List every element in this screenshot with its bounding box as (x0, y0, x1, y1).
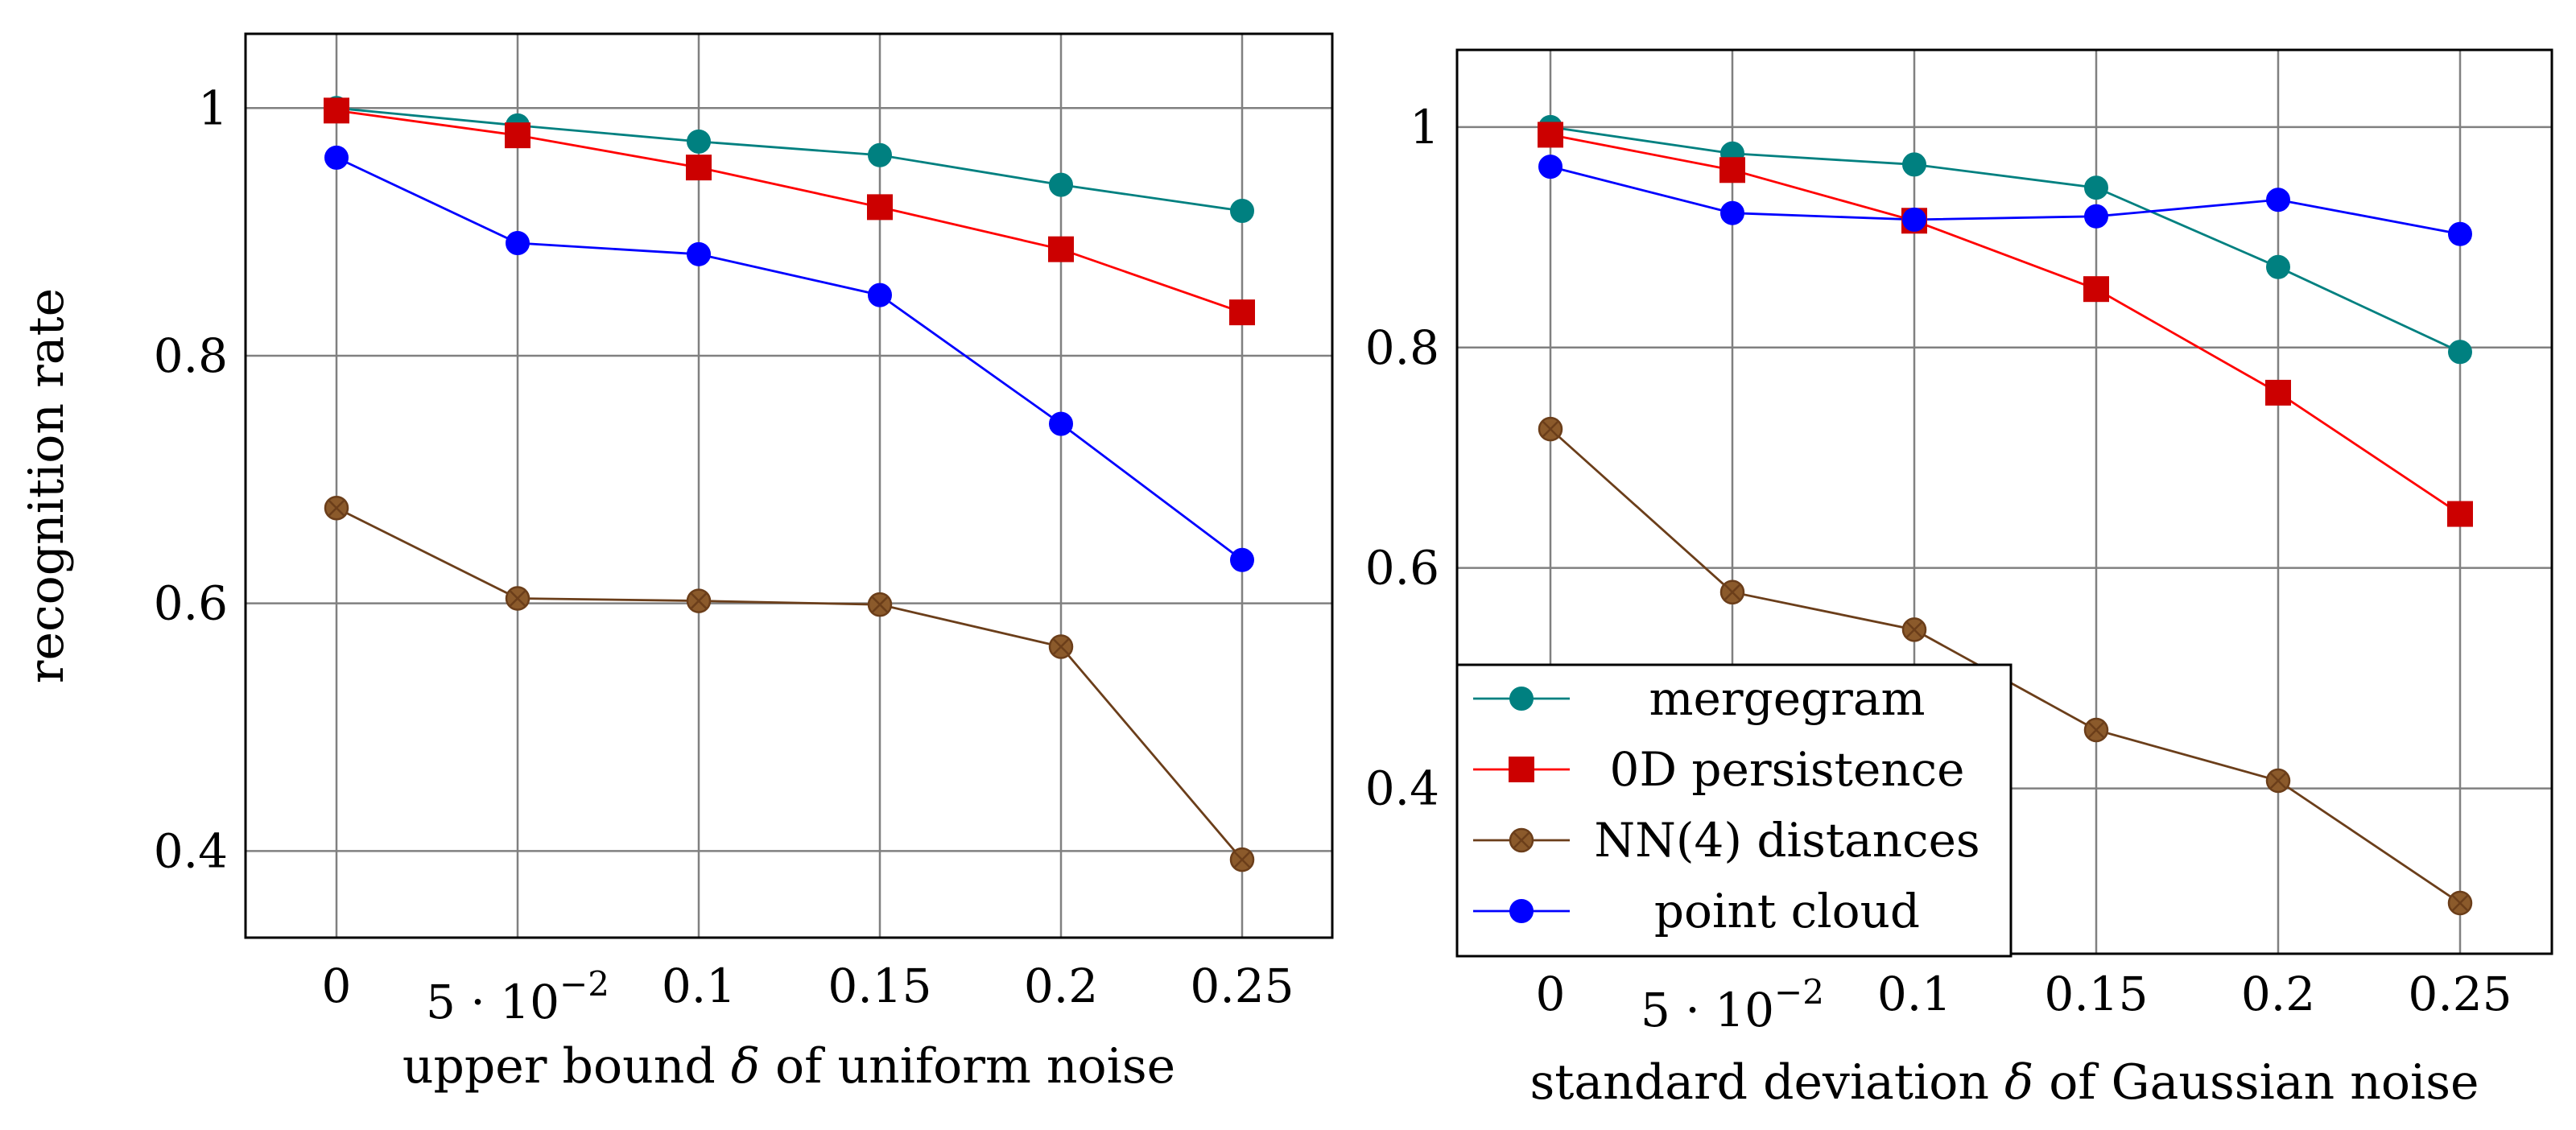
data-point-pointcloud (1720, 200, 1744, 225)
y-tick-label: 0.4 (154, 823, 228, 878)
data-point-nn (2447, 890, 2473, 916)
legend-marker-nn (1509, 827, 1534, 853)
data-point-nn (1538, 416, 1563, 442)
data-point-persistence (2447, 501, 2473, 527)
data-point-nn (1048, 634, 1074, 659)
data-point-persistence (686, 155, 712, 181)
x-tick-label: 0.2 (1024, 959, 1098, 1013)
data-point-persistence (505, 122, 530, 149)
x-tick-label: 0.25 (2408, 967, 2512, 1021)
legend-label-nn: NN(4) distances (1594, 813, 1979, 868)
data-point-pointcloud (2266, 188, 2290, 212)
data-point-pointcloud (506, 230, 530, 255)
y-tick-label: 1 (1410, 100, 1439, 155)
x-tick-label: 0.15 (2044, 967, 2148, 1021)
data-point-pointcloud (868, 282, 892, 307)
series-line-persistence (336, 109, 1243, 314)
data-point-mergegram (2084, 175, 2108, 200)
series-line-mergegram (1550, 126, 2461, 353)
data-point-persistence (1048, 236, 1074, 262)
x-tick-label: 0.25 (1190, 959, 1294, 1013)
legend-label-pointcloud: point cloud (1654, 884, 1920, 938)
y-tick-label: 0.8 (1365, 320, 1439, 375)
data-point-pointcloud (1538, 155, 1563, 179)
y-axis-label: recognition rate (19, 288, 75, 683)
series-line-pointcloud (1550, 165, 2461, 236)
data-point-pointcloud (1049, 411, 1073, 436)
series-line-persistence (1550, 134, 2461, 515)
y-tick-label: 0.6 (1365, 541, 1439, 596)
legend-marker-mergegram (1509, 687, 1534, 711)
data-point-nn (505, 586, 530, 611)
legend-box (1455, 663, 2013, 958)
x-tick-label: 5 · 10−2 (426, 964, 609, 1029)
data-point-persistence (1719, 157, 1745, 184)
data-point-persistence (2265, 379, 2291, 406)
data-point-persistence (324, 97, 349, 124)
data-point-nn (2083, 717, 2109, 743)
chart-gaussian-noise: 0.4 0.6 0.8 1 0 5 · 10−2 0.1 0.15 0.2 0.25 standar… (1365, 48, 2553, 1111)
series-line-nn (336, 506, 1244, 860)
data-point-nn (2265, 768, 2291, 794)
chart-uniform-noise: 0.4 0.6 0.8 1 0 5 · 10−2 0.1 0.15 0.2 0.25 upper b… (19, 32, 1334, 1095)
y-tick-label: 0.8 (154, 328, 228, 383)
x-tick-label: 0 (1536, 967, 1566, 1021)
data-point-nn (324, 495, 349, 521)
y-tick-label: 1 (198, 80, 228, 135)
data-point-nn (1229, 847, 1255, 872)
data-point-mergegram (2266, 254, 2290, 279)
data-point-nn (867, 592, 893, 617)
data-point-persistence (1229, 299, 1255, 326)
data-point-mergegram (1049, 172, 1073, 197)
data-point-mergegram (868, 142, 892, 167)
data-point-persistence (2083, 276, 2109, 303)
data-point-nn (1719, 579, 1745, 605)
x-tick-label: 0.1 (662, 959, 736, 1013)
x-tick-label: 0.2 (2241, 967, 2315, 1021)
x-tick-label: 0.1 (1877, 967, 1951, 1021)
data-point-mergegram (1902, 152, 1926, 177)
x-tick-label: 5 · 10−2 (1641, 972, 1824, 1037)
x-axis-label: standard deviation δ of Gaussian noise (1530, 1054, 2479, 1111)
data-point-mergegram (2448, 340, 2472, 365)
data-point-persistence (1538, 122, 1563, 148)
legend-marker-pointcloud (1509, 899, 1534, 923)
x-axis-label: upper bound δ of uniform noise (402, 1038, 1175, 1095)
data-point-pointcloud (1902, 207, 1926, 232)
data-point-pointcloud (2448, 221, 2472, 246)
legend: mergegram 0D persistence NN(4) distances po… (1455, 663, 2013, 958)
legend-marker-persistence (1509, 757, 1534, 782)
data-point-persistence (867, 194, 893, 221)
series-line-pointcloud (336, 156, 1243, 561)
data-point-nn (686, 588, 712, 613)
series-line-mergegram (336, 106, 1243, 212)
data-point-pointcloud (1230, 547, 1254, 572)
x-tick-label: 0.15 (828, 959, 931, 1013)
legend-label-mergegram: mergegram (1649, 671, 1926, 726)
x-tick-label: 0 (322, 959, 352, 1013)
y-tick-label: 0.6 (154, 576, 228, 631)
data-point-pointcloud (687, 241, 711, 266)
data-point-nn (1901, 617, 1927, 642)
data-point-pointcloud (324, 145, 349, 170)
plot-frame (244, 32, 1334, 939)
legend-label-persistence: 0D persistence (1610, 742, 1965, 797)
data-point-pointcloud (2084, 204, 2108, 229)
y-tick-label: 0.4 (1365, 761, 1439, 816)
data-point-mergegram (687, 129, 711, 154)
data-point-mergegram (1230, 198, 1254, 223)
